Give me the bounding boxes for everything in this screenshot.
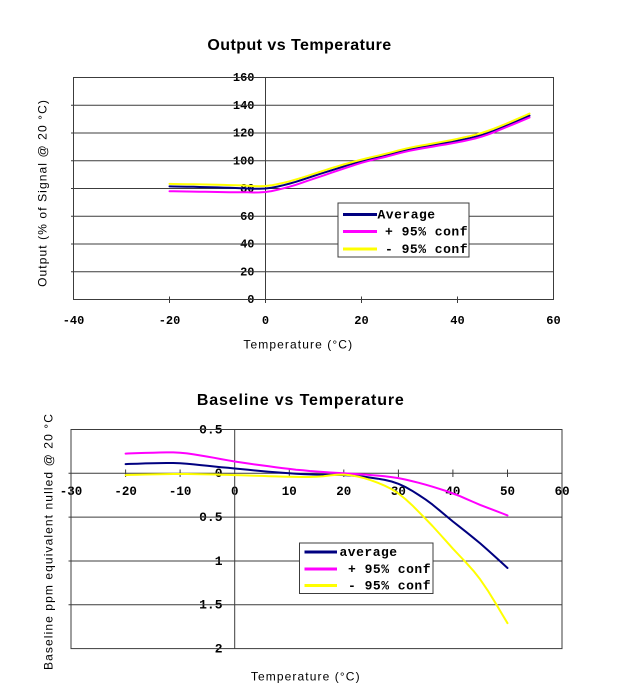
svg-text:120: 120 — [233, 127, 255, 141]
svg-text:Temperature (°C): Temperature (°C) — [243, 338, 353, 352]
svg-text:Output (% of Signal @ 20 °C): Output (% of Signal @ 20 °C) — [35, 99, 49, 287]
svg-text:40: 40 — [240, 238, 254, 252]
svg-text:160: 160 — [233, 71, 255, 85]
svg-text:-20: -20 — [114, 485, 137, 499]
svg-text:0: 0 — [262, 314, 269, 328]
svg-text:60: 60 — [546, 314, 560, 328]
svg-text:20: 20 — [336, 485, 351, 499]
svg-text:60: 60 — [240, 210, 254, 224]
svg-text:- 95% conf: - 95% conf — [348, 579, 431, 594]
svg-text:- 95% conf: - 95% conf — [385, 242, 468, 257]
svg-text:Baseline ppm equivalent nulled: Baseline ppm equivalent nulled @ 20 °C — [41, 413, 55, 670]
svg-text:140: 140 — [233, 99, 255, 113]
svg-text:-10: -10 — [169, 485, 192, 499]
svg-text:Baseline vs Temperature: Baseline vs Temperature — [197, 392, 405, 409]
svg-text:Temperature (°C): Temperature (°C) — [251, 669, 361, 683]
svg-text:20: 20 — [240, 265, 254, 279]
svg-text:-40: -40 — [63, 314, 85, 328]
svg-text:Output vs Temperature: Output vs Temperature — [207, 37, 391, 54]
svg-text:0: 0 — [247, 293, 254, 307]
svg-text:10: 10 — [282, 485, 297, 499]
svg-text:+ 95% conf: + 95% conf — [348, 562, 431, 577]
svg-text:Average: Average — [378, 208, 436, 223]
svg-text:+ 95% conf: + 95% conf — [385, 225, 468, 240]
svg-text:average: average — [340, 545, 398, 560]
svg-text:-20: -20 — [159, 314, 181, 328]
svg-text:20: 20 — [354, 314, 368, 328]
svg-text:40: 40 — [450, 314, 464, 328]
svg-text:50: 50 — [500, 485, 515, 499]
